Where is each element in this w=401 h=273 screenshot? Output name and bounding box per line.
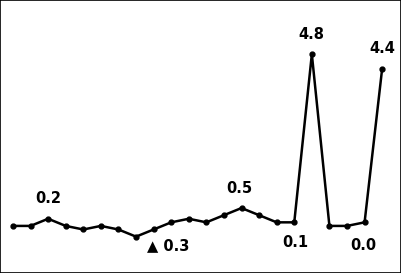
Text: 4.4: 4.4 bbox=[369, 41, 395, 56]
Text: 0.5: 0.5 bbox=[227, 180, 253, 195]
Text: ▲ 0.3: ▲ 0.3 bbox=[147, 238, 189, 253]
Text: 0.0: 0.0 bbox=[350, 238, 377, 253]
Text: 0.1: 0.1 bbox=[282, 235, 308, 250]
Text: 4.8: 4.8 bbox=[299, 27, 325, 42]
Text: 0.2: 0.2 bbox=[35, 191, 61, 206]
